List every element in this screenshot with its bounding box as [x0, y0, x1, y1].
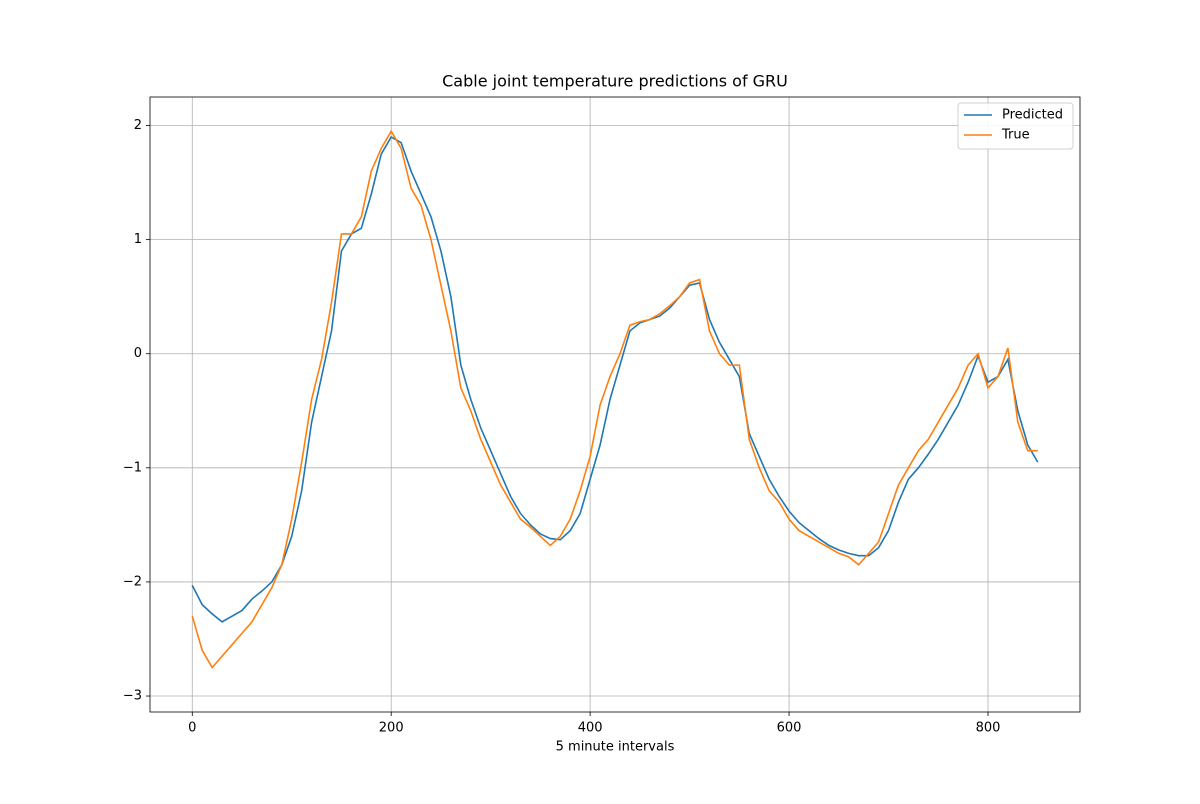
- x-tick-label: 400: [578, 721, 603, 736]
- x-tick-label: 0: [188, 721, 196, 736]
- x-tick-label: 800: [976, 721, 1001, 736]
- axes-frame: [149, 96, 1081, 713]
- y-tick-label: 0: [134, 346, 142, 361]
- plot-area: [191, 129, 1039, 669]
- legend-label: True: [1001, 128, 1030, 143]
- y-tick-label: 1: [134, 232, 142, 247]
- y-tick-label: −3: [123, 689, 142, 704]
- x-tick-label: 600: [777, 721, 802, 736]
- y-tick-label: 2: [134, 118, 142, 133]
- legend-label: Predicted: [1002, 108, 1063, 123]
- y-tick-label: −2: [123, 574, 142, 589]
- chart-title: Cable joint temperature predictions of G…: [442, 72, 788, 91]
- x-axis-label: 5 minute intervals: [556, 740, 675, 755]
- line-series: [191, 129, 1038, 669]
- x-tick-label: 200: [379, 721, 404, 736]
- y-tick-label: −1: [123, 460, 142, 475]
- legend: Predicted True: [957, 102, 1074, 150]
- grid: [150, 97, 1080, 712]
- line-series: [191, 135, 1039, 623]
